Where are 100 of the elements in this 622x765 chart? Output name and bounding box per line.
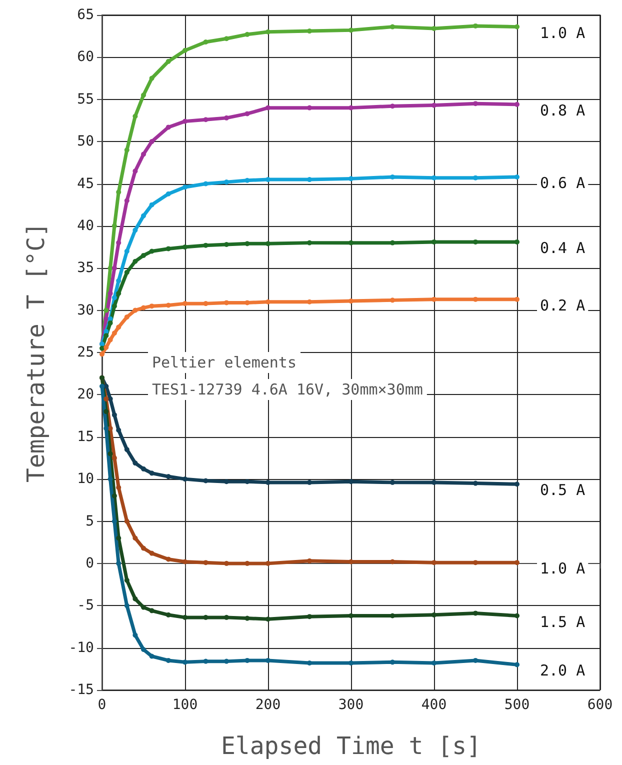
point [224,36,229,42]
point [124,148,130,152]
point [244,658,250,663]
y-tick-label: 50 [77,134,94,150]
point [390,24,395,30]
point [132,536,138,541]
y-tick-label: 30 [77,302,94,318]
y-tick-label: 60 [77,49,94,66]
point [141,252,146,258]
point [348,479,354,484]
point [266,658,270,663]
point [149,304,154,309]
y-tick-label: 25 [77,344,94,360]
point [266,616,270,622]
y-tick-label: 5 [86,513,94,530]
point [149,470,154,476]
point [166,58,171,64]
point [104,308,109,313]
point [112,455,117,460]
point [432,296,436,302]
point [224,479,229,484]
point [307,558,312,564]
point [108,396,113,402]
point [390,559,395,564]
point [348,176,354,182]
point [390,613,395,618]
point [112,518,117,524]
point [116,278,122,284]
point [116,536,122,541]
point [266,105,270,110]
point [203,181,208,186]
point [100,346,104,351]
point [182,118,188,124]
point [104,328,109,334]
point [348,28,354,33]
point [124,270,130,275]
series-label: 0.6 A [540,174,586,192]
point [266,560,270,566]
point [166,612,171,618]
point [116,240,122,246]
point [307,480,312,485]
point [112,412,117,418]
point [224,560,229,566]
y-axis-title: Temperature T [°C] [22,222,50,483]
point [108,316,113,322]
x-tick-label: 600 [587,697,613,713]
point [104,316,109,322]
point [432,612,436,618]
point [244,560,250,566]
point [390,104,395,109]
point [514,239,520,244]
series-label: 2.0 A [540,662,586,680]
x-axis-title: Elapsed Time t [s] [220,732,482,760]
point [104,396,109,402]
point [348,240,354,246]
point [116,428,122,433]
point [132,168,138,174]
point [244,616,250,621]
point [104,409,109,414]
point [432,560,436,566]
point [473,480,478,486]
series-label: 0.8 A [540,101,586,120]
point [432,660,436,666]
point [244,300,250,306]
x-tick-label: 100 [172,697,198,713]
point [132,596,138,602]
point [224,242,229,247]
point [514,560,520,566]
series-label: 0.5 A [540,481,586,500]
point [166,124,171,130]
point [104,333,109,338]
point [141,213,146,218]
point [166,191,171,196]
point [514,24,520,30]
point [224,115,229,120]
point [307,105,312,110]
point [108,290,113,296]
point [473,658,478,663]
y-tick-label: 15 [77,428,94,445]
point [166,658,171,663]
point [514,296,520,302]
point [473,175,478,180]
point [141,466,146,472]
point [182,184,188,190]
y-tick-label: 10 [77,471,94,488]
point [224,300,229,306]
point [307,660,312,666]
point [124,198,130,204]
point [182,476,188,482]
x-tick-label: 500 [504,697,530,713]
point [124,578,130,583]
y-tick-label: 35 [77,260,94,276]
y-tick-label: 0 [86,555,94,572]
point [182,559,188,564]
point [348,660,354,666]
point [390,480,395,485]
y-tick-label: 55 [77,91,94,108]
point [224,658,229,664]
point [203,40,208,44]
point [473,101,478,106]
